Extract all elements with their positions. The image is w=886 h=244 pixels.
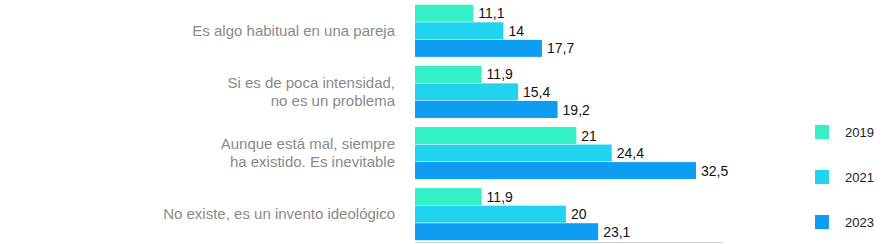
legend: 2019 2021 2023 <box>815 125 874 230</box>
category-label: Si es de poca intensidad,no es un proble… <box>227 74 395 109</box>
category-label-line: Si es de poca intensidad, <box>227 74 395 91</box>
tick: Es algo habitual en una pareja <box>192 22 415 39</box>
tick: Si es de poca intensidad,no es un proble… <box>227 74 415 109</box>
legend-swatch <box>815 125 829 139</box>
bar <box>415 127 576 144</box>
chart: 11,1 11,9 21 11,9 14 15,4 24,4 20 17,7 19,2 32,5 23… <box>0 0 886 244</box>
legend-label: 2023 <box>845 215 874 230</box>
category-label-line: ha existido. Es inevitable <box>230 153 395 170</box>
data-label: 11,9 <box>487 66 513 82</box>
data-label: 23,1 <box>603 224 630 240</box>
legend-swatch <box>815 215 829 229</box>
data-label: 11,9 <box>487 189 513 205</box>
series-bars <box>415 40 696 240</box>
data-labels: 11,1 11,9 21 11,9 14 15,4 24,4 20 17,7 19,2 32,5 23… <box>478 5 728 239</box>
category-label: Aunque está mal, siempreha existido. Es … <box>221 135 395 170</box>
bar <box>415 66 482 83</box>
bar <box>415 5 473 22</box>
plot: 11,1 11,9 21 11,9 14 15,4 24,4 20 17,7 19,2 32,5 23… <box>163 5 728 243</box>
data-label: 14 <box>508 23 524 39</box>
legend-swatch <box>815 170 829 184</box>
data-label: 20 <box>571 206 587 222</box>
axis-line <box>416 242 723 243</box>
data-label: 21 <box>581 128 597 144</box>
data-label: 19,2 <box>563 102 590 118</box>
bar <box>415 22 503 39</box>
legend-label: 2019 <box>845 125 874 140</box>
data-label: 17,7 <box>547 40 574 56</box>
bar <box>415 162 696 179</box>
bar <box>415 145 612 162</box>
series-bars <box>415 22 612 222</box>
tick: Aunque está mal, siempreha existido. Es … <box>221 135 415 170</box>
tick: No existe, es un invento ideológico <box>163 205 415 222</box>
category-label: Es algo habitual en una pareja <box>192 22 395 39</box>
data-label: 24,4 <box>617 145 644 161</box>
bar <box>415 101 558 118</box>
legend-item: 2019 <box>815 125 874 140</box>
y-axis: Es algo habitual en una pareja Si es de p… <box>163 22 415 222</box>
category-label-line: Aunque está mal, siempre <box>221 135 395 152</box>
category-label-line: no es un problema <box>271 92 396 109</box>
x-axis <box>416 242 723 243</box>
legend-item: 2021 <box>815 170 874 185</box>
data-label: 11,1 <box>478 5 504 21</box>
category-label: No existe, es un invento ideológico <box>163 205 395 222</box>
bar <box>415 83 518 100</box>
legend-label: 2021 <box>845 170 874 185</box>
legend-item: 2023 <box>815 215 874 230</box>
data-label: 15,4 <box>523 84 550 100</box>
bar <box>415 40 542 57</box>
data-label: 32,5 <box>701 163 728 179</box>
bar <box>415 188 482 205</box>
bars <box>415 5 696 241</box>
bar <box>415 206 566 223</box>
bar <box>415 223 598 240</box>
